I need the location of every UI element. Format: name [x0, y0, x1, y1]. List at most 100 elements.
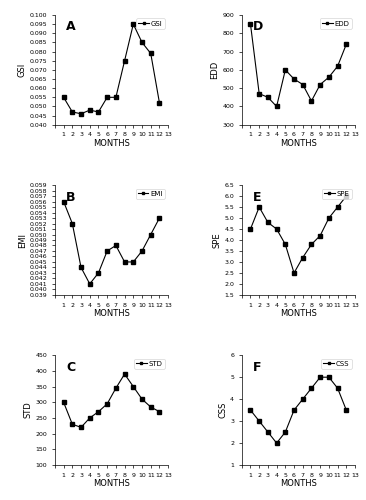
STD — [79, 424, 83, 430]
SPE — [257, 204, 261, 210]
X-axis label: MONTHS: MONTHS — [93, 479, 130, 488]
EDD — [274, 104, 279, 110]
STD — [70, 421, 75, 427]
Legend: EDD: EDD — [320, 18, 352, 28]
GSI — [140, 40, 144, 46]
SPE — [283, 242, 288, 248]
Text: F: F — [253, 360, 262, 374]
EMI — [79, 264, 83, 270]
Text: C: C — [66, 360, 75, 374]
X-axis label: MONTHS: MONTHS — [93, 139, 130, 148]
CSS — [327, 374, 331, 380]
EMI — [157, 215, 162, 221]
SPE — [292, 270, 296, 276]
Legend: GSI: GSI — [136, 18, 165, 28]
SPE — [309, 242, 314, 248]
EDD — [309, 98, 314, 104]
CSS — [274, 440, 279, 446]
X-axis label: MONTHS: MONTHS — [280, 309, 317, 318]
STD — [87, 415, 92, 421]
STD — [105, 401, 109, 407]
EDD — [300, 82, 305, 87]
CSS — [344, 407, 348, 413]
GSI — [105, 94, 109, 100]
Y-axis label: GSI: GSI — [18, 63, 27, 77]
Legend: CSS: CSS — [321, 358, 352, 369]
EMI — [105, 248, 109, 254]
GSI — [122, 58, 127, 64]
EMI — [87, 281, 92, 287]
SPE — [318, 232, 322, 238]
Line: CSS: CSS — [249, 376, 348, 445]
CSS — [248, 407, 253, 413]
EDD — [344, 42, 348, 48]
CSS — [292, 407, 296, 413]
EDD — [257, 90, 261, 96]
GSI — [87, 107, 92, 113]
GSI — [70, 109, 75, 115]
STD — [149, 404, 153, 410]
EMI — [61, 198, 66, 204]
Y-axis label: EMI: EMI — [18, 232, 27, 248]
CSS — [309, 385, 314, 391]
STD — [140, 396, 144, 402]
STD — [131, 384, 135, 390]
GSI — [61, 94, 66, 100]
SPE — [300, 254, 305, 260]
SPE — [335, 204, 340, 210]
EDD — [318, 82, 322, 87]
EMI — [122, 259, 127, 265]
CSS — [300, 396, 305, 402]
EMI — [96, 270, 101, 276]
SPE — [248, 226, 253, 232]
EDD — [292, 76, 296, 82]
X-axis label: MONTHS: MONTHS — [93, 309, 130, 318]
CSS — [318, 374, 322, 380]
Line: EDD: EDD — [249, 22, 348, 108]
Text: A: A — [66, 20, 76, 34]
EMI — [114, 242, 118, 248]
Y-axis label: SPE: SPE — [213, 232, 221, 248]
STD — [114, 385, 118, 391]
Y-axis label: EDD: EDD — [210, 61, 220, 79]
EDD — [248, 21, 253, 27]
Legend: SPE: SPE — [322, 188, 352, 199]
GSI — [79, 111, 83, 117]
CSS — [283, 429, 288, 435]
GSI — [96, 109, 101, 115]
STD — [122, 371, 127, 377]
Legend: STD: STD — [134, 358, 165, 369]
X-axis label: MONTHS: MONTHS — [280, 479, 317, 488]
Line: GSI: GSI — [62, 22, 161, 116]
EDD — [327, 74, 331, 80]
Text: D: D — [253, 20, 264, 34]
EDD — [266, 94, 270, 100]
SPE — [327, 215, 331, 221]
Line: STD: STD — [62, 372, 161, 429]
EMI — [140, 248, 144, 254]
Legend: EMI: EMI — [136, 188, 165, 199]
Line: SPE: SPE — [249, 194, 348, 274]
EDD — [283, 67, 288, 73]
CSS — [266, 429, 270, 435]
STD — [96, 408, 101, 414]
EMI — [70, 220, 75, 226]
SPE — [266, 220, 270, 226]
Text: E: E — [253, 190, 262, 203]
GSI — [149, 50, 153, 56]
X-axis label: MONTHS: MONTHS — [280, 139, 317, 148]
CSS — [257, 418, 261, 424]
STD — [157, 408, 162, 414]
GSI — [157, 100, 162, 106]
SPE — [344, 193, 348, 199]
SPE — [274, 226, 279, 232]
CSS — [335, 385, 340, 391]
GSI — [131, 21, 135, 27]
Y-axis label: CSS: CSS — [219, 402, 227, 418]
Text: B: B — [66, 190, 76, 203]
Y-axis label: STD: STD — [24, 402, 33, 418]
EMI — [149, 232, 153, 237]
STD — [61, 400, 66, 406]
Line: EMI: EMI — [62, 200, 161, 286]
EMI — [131, 259, 135, 265]
